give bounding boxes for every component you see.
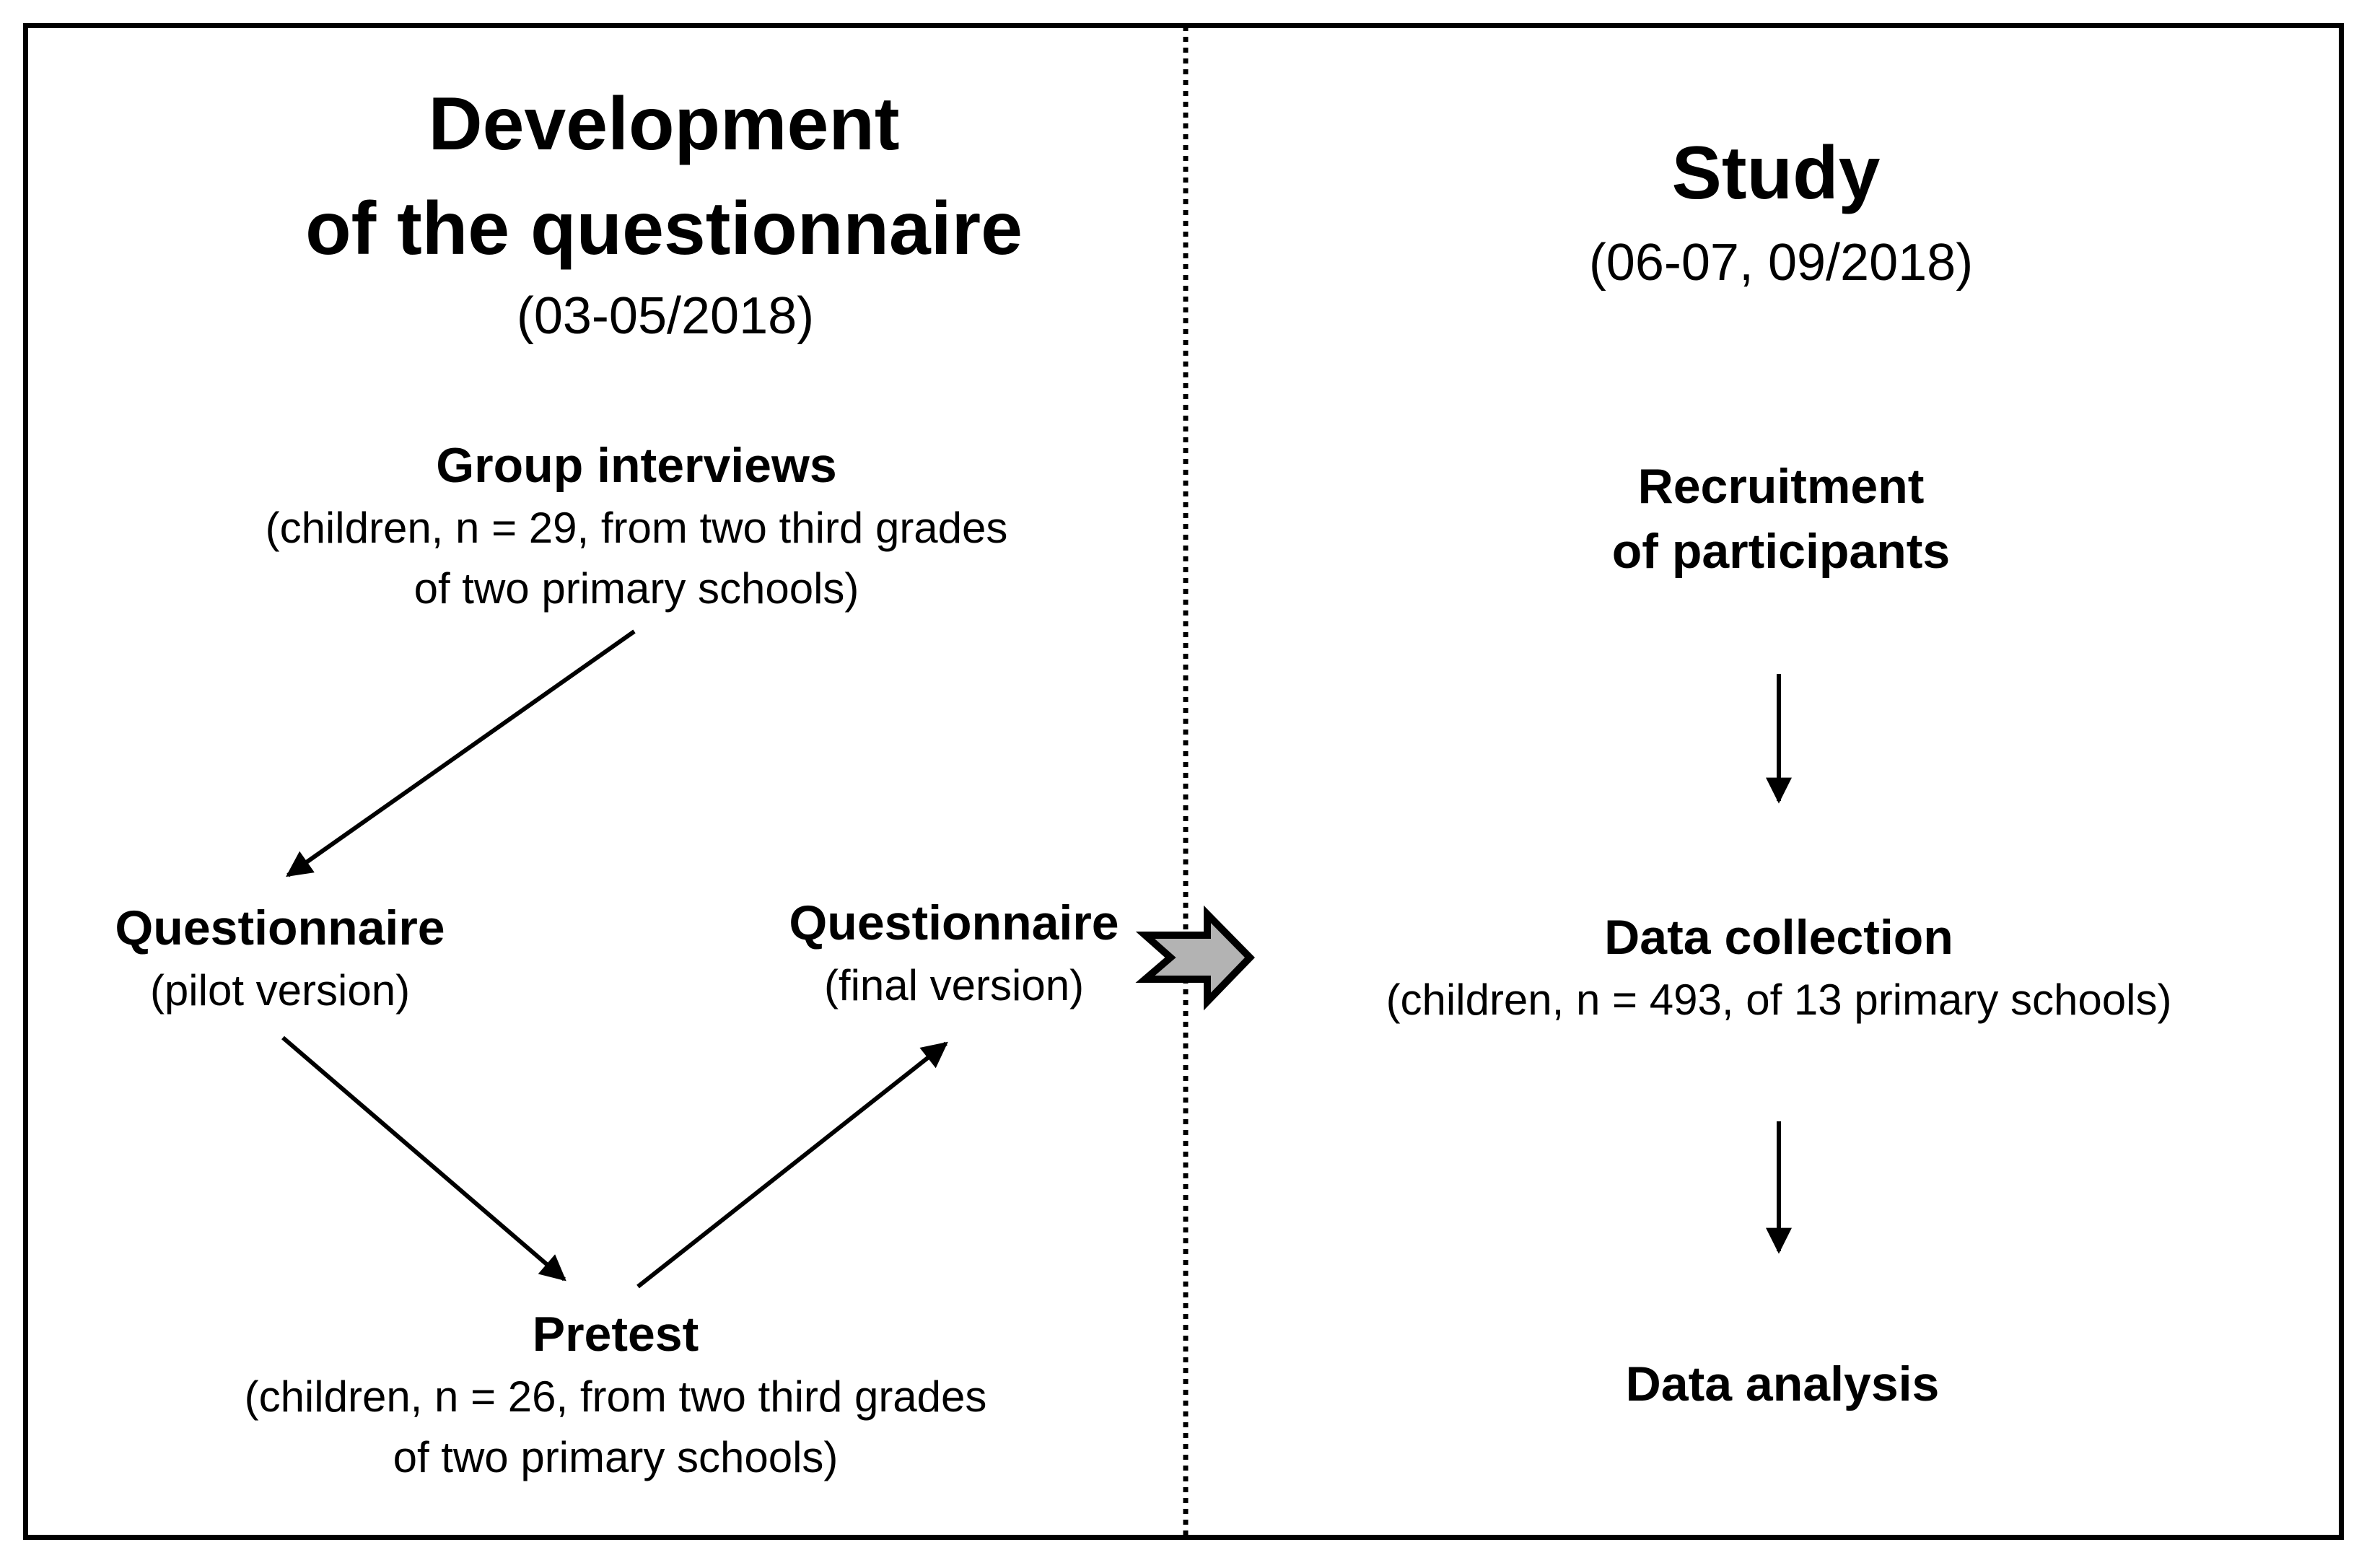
questionnaire-pilot-heading: Questionnaire: [115, 901, 445, 955]
node-pretest: Pretest (children, n = 26, from two thir…: [245, 1302, 987, 1488]
arrow-pilot-to-pretest-icon: [281, 1035, 566, 1282]
right-title: Study: [1671, 131, 1881, 215]
recruitment-heading-line1: Recruitment: [1637, 459, 1925, 514]
questionnaire-final-heading: Questionnaire: [789, 895, 1119, 950]
node-data-analysis: Data analysis: [1626, 1352, 1940, 1416]
data-analysis-heading: Data analysis: [1625, 1357, 1940, 1411]
node-data-collection: Data collection (children, n = 493, of 1…: [1386, 905, 2172, 1030]
questionnaire-final-detail: (final version): [823, 961, 1085, 1009]
block-arrow-right-icon: [1135, 905, 1255, 1011]
node-recruitment: Recruitment of participants: [1612, 454, 1951, 584]
pretest-heading: Pretest: [532, 1307, 699, 1362]
left-panel-title: Development of the questionnaire: [305, 72, 1023, 281]
recruitment-heading-line2: of participants: [1611, 524, 1951, 579]
data-collection-heading: Data collection: [1604, 910, 1953, 965]
arrow-group-to-pilot-icon: [286, 629, 636, 877]
left-title-line1: Development: [428, 82, 900, 166]
node-questionnaire-final: Questionnaire (final version): [789, 890, 1119, 1016]
pretest-detail-line1: (children, n = 26, from two third grades: [244, 1372, 987, 1421]
arrow-pretest-to-final-icon: [636, 1041, 948, 1289]
outer-border: [23, 23, 2344, 1540]
node-questionnaire-pilot: Questionnaire (pilot version): [115, 895, 445, 1021]
left-subtitle-dates: (03-05/2018): [516, 287, 815, 345]
group-interviews-heading: Group interviews: [436, 438, 837, 493]
right-subtitle-dates: (06-07, 09/2018): [1588, 234, 1974, 292]
right-panel-subtitle: (06-07, 09/2018): [1589, 230, 1973, 295]
node-group-interviews: Group interviews (children, n = 29, from…: [266, 433, 1008, 619]
group-interviews-detail-line2: of two primary schools): [413, 564, 859, 613]
left-title-line2: of the questionnaire: [305, 187, 1023, 271]
data-collection-detail: (children, n = 493, of 13 primary school…: [1386, 976, 2172, 1024]
left-panel-subtitle: (03-05/2018): [517, 284, 814, 349]
pretest-detail-line2: of two primary schools): [393, 1433, 839, 1481]
right-panel-title: Study: [1672, 121, 1881, 226]
questionnaire-pilot-detail: (pilot version): [149, 966, 411, 1015]
group-interviews-detail-line1: (children, n = 29, from two third grades: [265, 504, 1008, 552]
